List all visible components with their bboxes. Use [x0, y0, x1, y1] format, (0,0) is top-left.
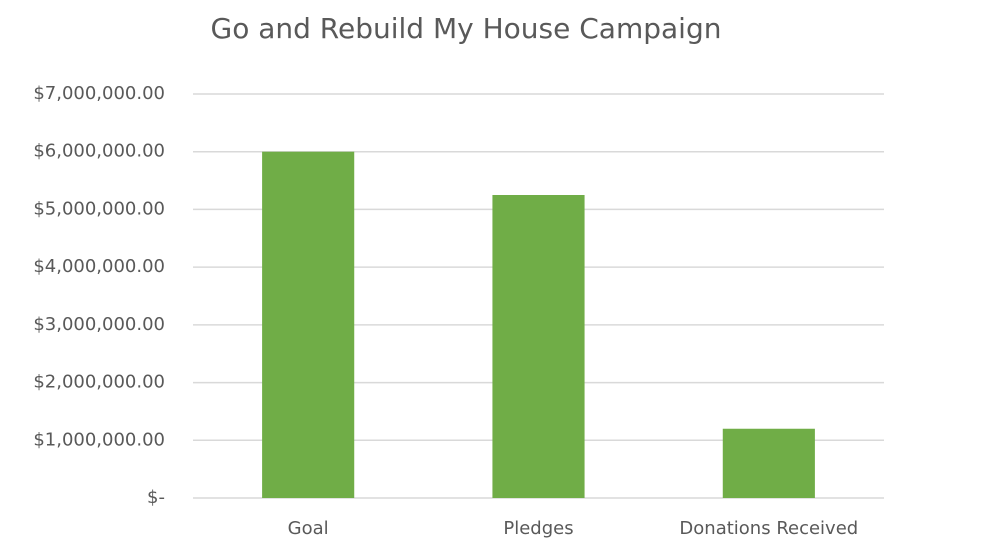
y-tick-label: $1,000,000.00: [33, 429, 165, 450]
bar: [492, 195, 585, 498]
bar: [722, 428, 815, 498]
y-tick-label: $3,000,000.00: [33, 314, 165, 335]
x-tick-label: Pledges: [503, 518, 573, 539]
y-tick-label: $2,000,000.00: [33, 372, 165, 393]
bar: [262, 151, 355, 498]
y-tick-label: $7,000,000.00: [33, 83, 165, 104]
y-tick-label: $4,000,000.00: [33, 256, 165, 277]
y-tick-label: $-: [147, 487, 165, 508]
x-tick-label: Donations Received: [679, 518, 858, 539]
chart-title: Go and Rebuild My House Campaign: [211, 12, 722, 45]
y-tick-label: $6,000,000.00: [33, 141, 165, 162]
y-tick-label: $5,000,000.00: [33, 198, 165, 219]
x-tick-label: Goal: [288, 518, 329, 539]
